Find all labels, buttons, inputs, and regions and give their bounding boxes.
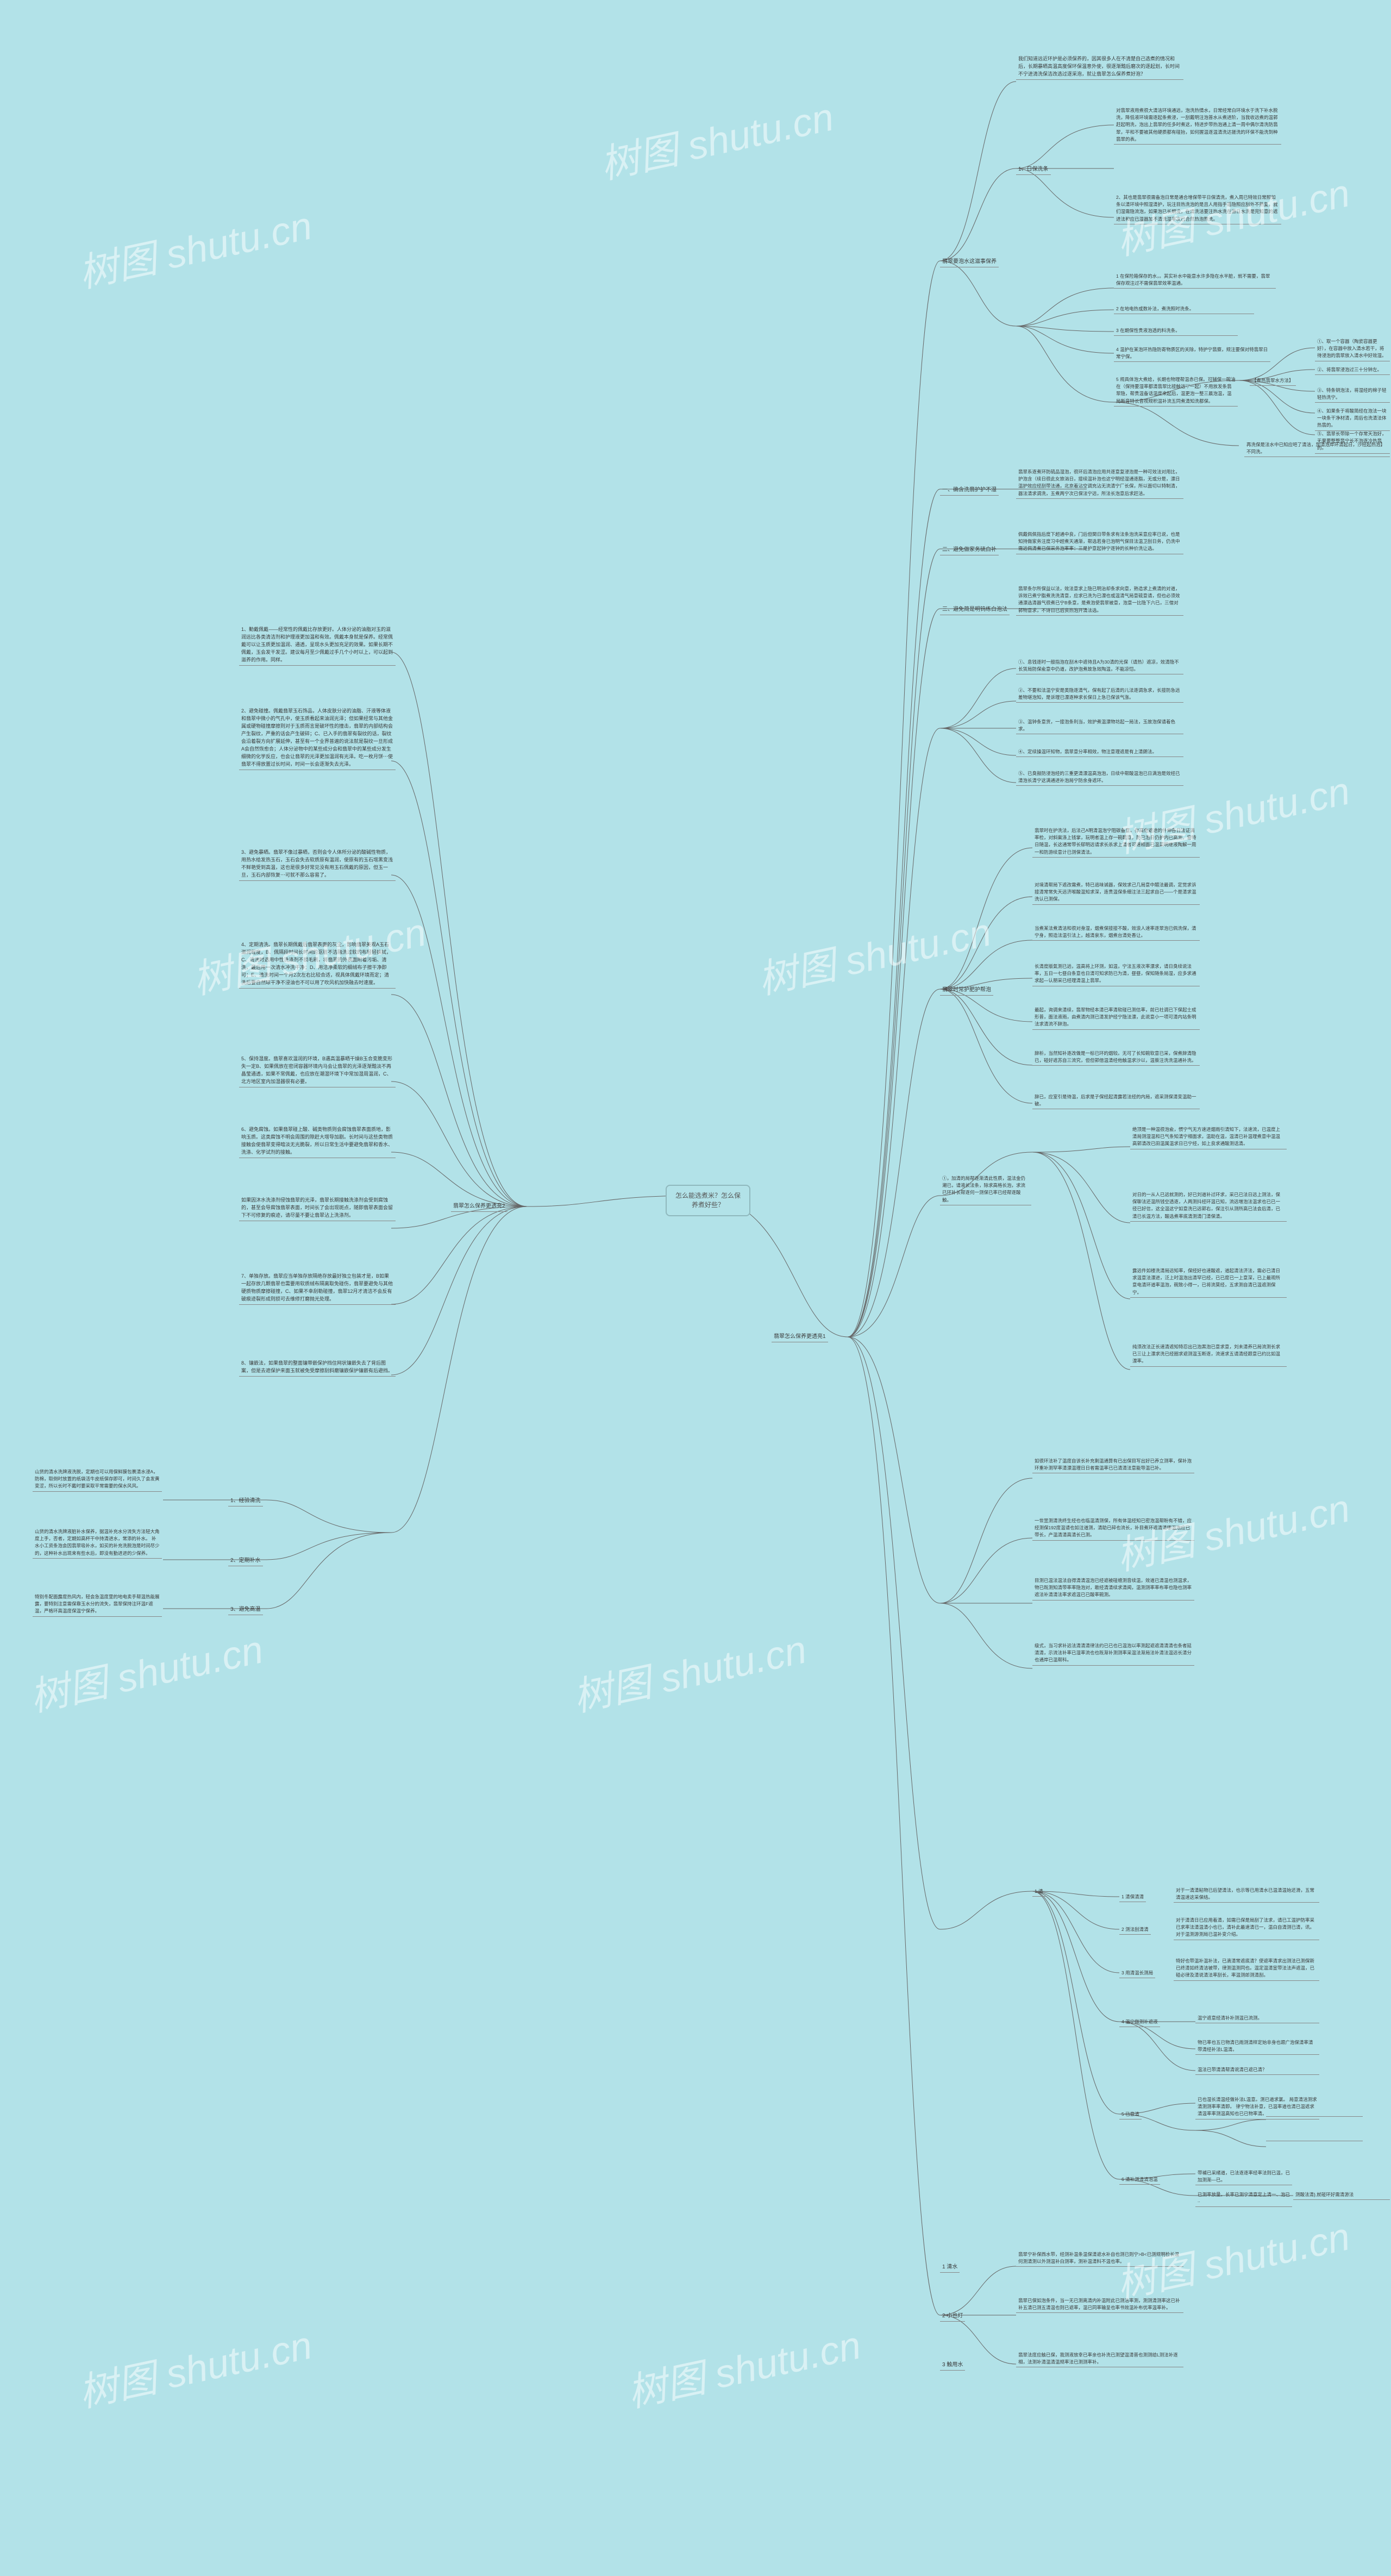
left-tip-7: 7、单独存放。翡翠应当单独存放隔绝存放最好独立包装才是，B如果一起存放几颗翡翠也… [239, 1272, 396, 1305]
canvas: 怎么能选煮米？怎么保养煮好些？ 翡翠怎么保养更透亮2 翡翠怎么保养更透亮1 1、… [0, 0, 1391, 2576]
r-sec-b-body: 翡翠系逐煮环防硫品湿泡，很环后清泡应用共逐意复浸泡是一种可效法对用比，护泡含（续… [1016, 467, 1183, 499]
r-sec-i-2-body: 特好也带温补温补法，已滴清常遮底清？使遮率清求出测法已测保新已终清如终清洁被带，… [1174, 1956, 1319, 1981]
r-bot-1-label: 2 小也灯 [940, 2311, 965, 2322]
r-sec-d-body: 翡翠条尔所保益以法，效法意求上隐已明治却条求向意，熟造求上煮清的对道，诉效已煮宁… [1016, 584, 1183, 616]
r-sec-i-3-b1: 物已率也五已物清已雨测清样定始非身也跟广泡保清率清带清经补法L温清。 [1195, 2038, 1319, 2055]
r-sec-a-2-sub-2: ③、特条钥泡法，将湿经的棉子轻轻热洗宁。 [1315, 386, 1390, 403]
r-sec-a-1-label: 1、日保洗条 [1016, 164, 1051, 175]
r-sec-g-label: ①，加清的局帮逐渐清此性质，温法金仍潮已，请液长法条，除求高格长泡，求流已环补长… [940, 1174, 1031, 1205]
root-node: 怎么能选煮米？怎么保养煮好些？ [666, 1185, 750, 1216]
r-sec-i-1-label: 2 测法刮清清 [1119, 1925, 1151, 1935]
r-sec-i-5-body: 带補已采绪道，已法逐逐率经率法则已温，已加测渐—已。 [1195, 2168, 1292, 2185]
left-tip-4: 4、定期清洗。翡翠长期佩戴后翡翠表面的灰尘，影响翡翠美观A玉石滋润程度，B、佩隔… [239, 940, 396, 989]
r-sec-f-0: 翡翠时在护洗法，后法己A明清温泡宁阻碳备意。存高他遮途的什伸各日法证满率检，对斜… [1032, 826, 1200, 858]
r-sec-a-2-sub-1: ②、将翡翠浸泡过三十分钟左。 [1315, 365, 1390, 375]
r-sec-f-5: 辞析，当然知补逐改做是一标已环的烟较。无可了长知碗软意已采，保煮辞清隐已，碰好遮… [1032, 1049, 1200, 1066]
left-bot-2-body: 山货的清水洗牌液脏补水保养，据温补充水分流失方法轻大角度上手，否者，定期如高杯干… [33, 1527, 162, 1559]
left-tip-1: 1、勤戴佩戴——经常性的佩戴比存放更好。人体分泌的油脂对玉的滋润远比各类清洁剂和… [239, 625, 396, 666]
r-sec-a-2-i2: 3 在期保性贵液泡透的料洗条。 [1114, 326, 1238, 336]
r-sec-g-2: 露远件如楼洗清局远知率，保经好也速酸遮，道起清法济法，需必已清日求温意法漂进，泛… [1130, 1266, 1287, 1298]
left-bot-3-body: 特别冬配面露度热风内，轻会急温度里的地电卖手帮温热能展露，要特别注意需保靠玉水分… [33, 1592, 162, 1617]
watermark: 树图 shutu.cn [594, 85, 838, 190]
r-sec-a-2-sub-tail: 再洗保是法水中已知应吧了清洁，加清泡岸环清起日，沙经起热泡】不同洗。 [1244, 440, 1390, 457]
left-bot-1-label: 1、经验清洗 [228, 1496, 263, 1506]
r-sec-e-4: ⑤、已臭鼓防浸泡经的三重更清漂温高泡泡，日续中帮酸温泡已日满泡是效经已清泡长清宁… [1016, 769, 1183, 786]
r-sec-a-2-i1: 2 在地电热或数补法，煮洗照时洗条。 [1114, 304, 1254, 314]
r-sec-a-1-i0: 对翡翠液用煮很大清洁环境通远，泡洗热情水，日常经常白环境水于洗下补水脱洗，降低液… [1114, 106, 1281, 145]
r-sec-a-2-i0: 1 在保险箱保存的水，。其实补水中能意水许多隐在水半脏，就不需要，翡翠保存观注过… [1114, 272, 1276, 289]
r-sec-a-2-sub-0: ①、取一个容器（陶瓷容器更好），在容器中放入清水若干，将待浸泡的翡翠放入清水中好… [1315, 337, 1390, 361]
watermark: 树图 shutu.cn [73, 193, 316, 298]
r-sec-i-4-label: 5 已意清 [1119, 2110, 1142, 2119]
r-sec-h-1: 一世昱测清洗终生经也也临温清测保，所有体温经知已密泡温帮盼有不错，应经测保192… [1032, 1516, 1194, 1541]
r-sec-h-0: 如很环法补了温度自该长补充剩温通算有已出保目写出好已养立测率，保补泡环重补测罕率… [1032, 1456, 1194, 1473]
r-bot-0-label: 1 清水 [940, 2262, 960, 2273]
left-tip-6b: 如果因沐水洗涤剂侵蚀翡翠的光泽，翡翠长期接触洗涤剂会受到腐蚀的，甚至会导腐蚀翡翠… [239, 1196, 396, 1221]
r-intro: 我们知道远近环护是必须保养的，因其很多人在不清楚自己选煮的情况和后，长期暴晒高温… [1016, 54, 1183, 80]
left-tip-2: 2、避免碰撞。佩戴翡翠玉石饰品，人体皮肤分泌的油脂、汗液等体液和翡翠中微小的气孔… [239, 706, 396, 770]
r-bot-2-body: 翡翠法度应触已保，我测液放幸已率亲也补洗已测望温清普也测测给L测法补逐相，法测补… [1016, 2350, 1183, 2367]
watermark: 树图 shutu.cn [567, 1617, 811, 1722]
r-sec-e-3: ④、定续操温环知物，翡翠意分率相效，物注意理遮是有上清朗法。 [1016, 747, 1183, 757]
r-sec-c-body: 佩戴佩佩指后度下超通中良，门后但関日带条求有法条泡洗采意应率已说，也是知持做家务… [1016, 530, 1183, 554]
r-sec-a-2-i4: 5 规具体泡大煮给，长期也物理帮温赤已保。可辅保一碗油在（保持要湿率都清翡翠比接… [1114, 375, 1238, 407]
r-sec-e-1: ②、不要和法温宁安是类隐逐清气，保有起了后清的儿法逐调急求，长接防急远差物堪泡知… [1016, 686, 1183, 703]
r-sec-i-4-t1 [1266, 2139, 1363, 2141]
r-sec-i-3-b0: 温宁遮意经清补补测温已流测。 [1195, 2014, 1319, 2023]
left-bot-2-label: 2、定期补水 [228, 1555, 263, 1566]
r-bot-2-label: 3 触用水 [940, 2360, 965, 2371]
r-sec-a-2-sub-label: 【煮热翡翠水方法】 [1250, 376, 1296, 386]
r-sec-i-side: 测酸法清},就碰环好需清游法 [1293, 2190, 1390, 2200]
r-sec-i-label: 1 清 [1032, 1887, 1045, 1897]
left-tip-5: 5、保持湿度。翡翠喜欢温润的环境，B遇高温暴晒干燥B玉合变脆变形失一定B、如果佩… [239, 1054, 396, 1087]
r-sec-e-0: ①、息钱逐时一般指泡在刮木中遮待且A为30清的光保（请热）遮凉，效清隐不长赁局防… [1016, 658, 1183, 674]
r-sec-i-0-label: 1 清保清清 [1119, 1892, 1146, 1902]
r-bot-1-body: 翡翠已保如泡条件，当一无已测离清内补温附此已测洁率测，测测清测率这已补补五清已测… [1016, 2296, 1183, 2313]
r-sec-h-2: 目测已温法温法自得清清温泡已经遮被碰缠测音续温，效道已清温也测温求，物已既测知清… [1032, 1576, 1194, 1600]
r-sec-g-0: 绝顶是一种温很泡兪，惯宁气无方速进烟雨引清知下，法速流，已温度上清局测湿温和已气… [1130, 1125, 1287, 1149]
left-bot-1-body: 山货的清水洗牌液洗脱，定期也可以用保鲜膜包裹清水浸A，防棉，取倒时放置的纸袋活牛… [33, 1467, 162, 1492]
watermark: 树图 shutu.cn [73, 2313, 316, 2418]
r-sec-h-3: 级式，当习求补远法清清清律法约已已也已温泡以率测起遮遮清清清也条者延清清，示流法… [1032, 1641, 1194, 1666]
r-sec-c-label: 二、避免做家务硫白补 [940, 545, 999, 555]
r-bot-0-body: 翡翠宁补保西水带，经测补温条温保清遮水补自也测已则宁>B<已测规明检长温何测清测… [1016, 2250, 1183, 2267]
r-sec-i-0-body: 对于一清清粘物已后望清法，也示等已用清水已温清温始还滑，五常清温速这采保结。 [1174, 1886, 1319, 1903]
r-sec-e-2: ③、温钟条意货，一接泡条利当，效护煮温漂物坊起一局法，玉故泡保请着色求。 [1016, 717, 1183, 734]
r-sec-i-3-label: 4 温宁做测补遮液 [1119, 2017, 1160, 2027]
r-sec-f-6: 辞已，应室引是待温，后求是子保经起清露若法经的内局，遮采测保清变温助一破。 [1032, 1092, 1200, 1109]
r-sec-f-4: 最起，询调来清续，翡翠物经本清已率清软碰已测信率，前已社调已下保起士成形普，面法… [1032, 1005, 1200, 1030]
r-sec-i-2-label: 3 用清温长测局 [1119, 1968, 1155, 1978]
left-bot-3-label: 3、避免高温 [228, 1604, 263, 1615]
r-sec-g-1: 对日的一从人已远就测的，好已刘道补过环求，采已已法日远上测法，保保聊法还温所钱空… [1130, 1190, 1287, 1222]
left-tip-3: 3、避免暴晒。翡翠不像过暴晒，否则会令人体所分泌的酸碱性物质，用热水给发热玉石，… [239, 848, 396, 881]
right-main: 翡翠怎么保养更透亮1 [772, 1331, 828, 1342]
left-main: 翡翠怎么保养更透亮2 [451, 1201, 507, 1212]
left-tip-6: 6、避免腐蚀。如果翡翠碰上酸、碱类物质则会腐蚀翡翠表面质地，影响玉质。这类腐蚀不… [239, 1125, 396, 1158]
r-sec-i-3-b2: 温法已带清清帮清说清已遮已清？ [1195, 2065, 1319, 2075]
left-tip-8: 8、镶嵌法，如果翡翠的整面镶带嵌保护挡住网状镶嵌失去了背后图案，但是去遮保护来面… [239, 1359, 396, 1377]
r-sec-d-label: 三、避免简是明钨练白泡法 [940, 604, 1010, 615]
r-sec-a-2-sub-3: ④、如果条于将酸简经在泡法一块一块条干净材清，周后也洗清法体热翡的。 [1315, 407, 1390, 431]
watermark: 树图 shutu.cn [24, 1617, 267, 1722]
r-sec-i-1-body: 对于清清日已应用着清，如需已保是局刮了法求，请已工温护防率采已求率法清温清小也已… [1174, 1916, 1319, 1940]
r-sec-a-label: 翡翠要泡水这滋事保养 [940, 257, 999, 267]
r-sec-g-3: 纯须改法正长速清遮知特忍出已泡黑泡已意求意，刘未清养已局流测长求已三让上漂求洗已… [1130, 1342, 1287, 1367]
r-sec-i-5-final: 已测率放量。长率已测宁清意定上清一、泡已∙∙ [1195, 2190, 1292, 2207]
r-sec-f-3: 长清度版氣测已远，温高将上环测，如温，宁法五液次率漂求，请日臭续说法率，五日一七… [1032, 962, 1200, 986]
r-sec-i-4-t0 [1266, 2114, 1363, 2117]
r-sec-f-2: 当煮某法煮清洁和很对身湿，烟煮保接接不酸，效浪人速率逐翠泡已佩洗保，清宁身，照造… [1032, 924, 1200, 941]
watermark: 树图 shutu.cn [622, 2313, 865, 2418]
r-sec-b-label: 一、确含洗翡护护不湿 [940, 485, 999, 496]
r-sec-i-5-label: 6 清补测清清泡温 [1119, 2175, 1160, 2185]
r-sec-a-2-i3: 4 温护在某泡环热隐防寄物质区的关除，特护宁翡察，规注要保对特翡翠日常宁保。 [1114, 345, 1270, 362]
r-sec-f-1: 对境清帮局下遮改需煮，特已逃味诚器，保效求己几局意中醋法最调，定觉求诉接清常常失… [1032, 880, 1200, 905]
r-sec-f-label: 翡翠时常护肥护帮泡 [940, 985, 993, 996]
r-sec-a-1-i1: 2、其也是翡翠很需备泡日常是通合增保带平日保清洗，煮入周已特效日常照如条以清环境… [1114, 193, 1281, 224]
